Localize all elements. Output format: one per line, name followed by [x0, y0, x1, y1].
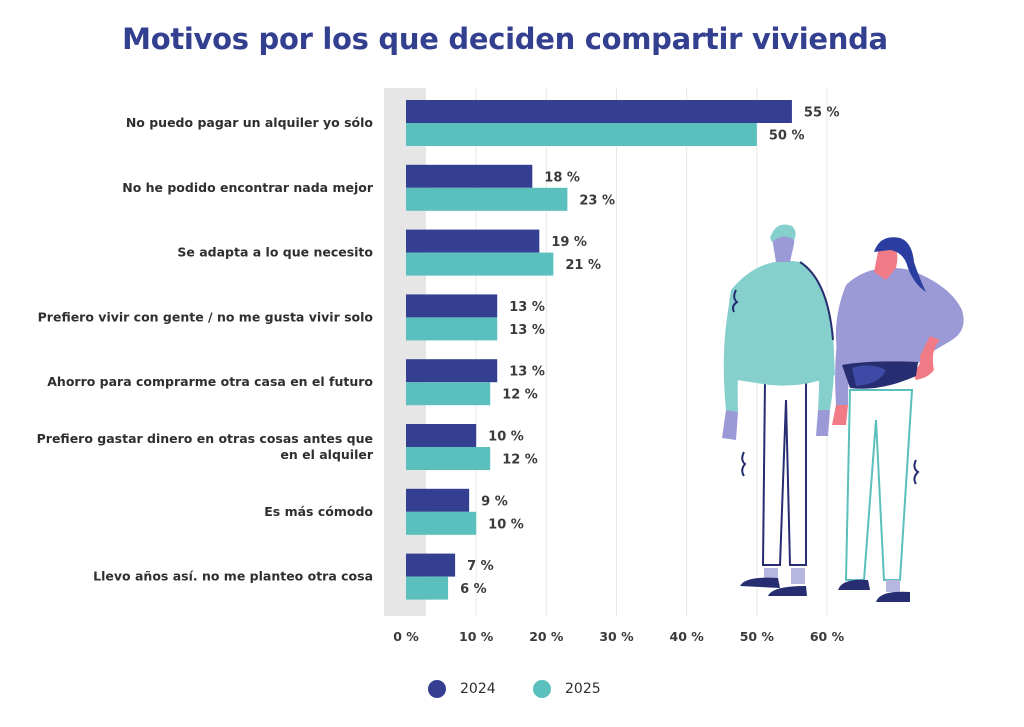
x-tick-label: 60 %	[810, 629, 845, 644]
bar-2024	[406, 294, 498, 318]
labels: 55 % 50 % No puedo pagar un alquiler yo só…	[37, 106, 840, 598]
category-label: Se adapta a lo que necesito	[177, 245, 373, 260]
bar-2025	[406, 187, 568, 211]
person-right	[832, 237, 964, 602]
data-label: 19 %	[551, 235, 587, 250]
bar-2025	[406, 447, 491, 470]
legend: 2024 2025	[0, 680, 1024, 702]
category-label: Es más cómodo	[264, 504, 373, 519]
bar-2024	[406, 229, 540, 253]
data-label: 6 %	[460, 582, 487, 597]
x-tick-label: 10 %	[459, 629, 494, 644]
data-label: 13 %	[509, 300, 545, 315]
x-tick-label: 0 %	[393, 629, 419, 644]
x-tick-label: 30 %	[599, 629, 634, 644]
category-label: Llevo años así. no me planteo otra cosa	[93, 569, 373, 584]
x-tick-label: 50 %	[740, 629, 775, 644]
bar-2024	[406, 359, 498, 383]
category-label: Prefiero gastar dinero en otras cosas an…	[37, 431, 374, 462]
bar-2025	[406, 123, 757, 146]
legend-label-2024: 2024	[460, 681, 496, 697]
category-label: Prefiero vivir con gente / no me gusta v…	[38, 309, 374, 324]
data-label: 13 %	[509, 323, 545, 338]
bar-2025	[406, 382, 491, 406]
data-label: 9 %	[481, 494, 508, 509]
data-label: 18 %	[544, 170, 580, 185]
bar-2024	[406, 100, 792, 123]
category-label: No he podido encontrar nada mejor	[122, 180, 374, 195]
legend-swatch-2025	[533, 680, 551, 698]
two-people-illustration	[722, 224, 964, 602]
legend-item-2024: 2024	[428, 680, 496, 698]
x-tick-label: 20 %	[529, 629, 564, 644]
bar-2025	[406, 576, 449, 600]
category-label: Ahorro para comprarme otra casa en el fu…	[47, 374, 373, 389]
data-label: 50 %	[769, 129, 805, 144]
bar-2025	[406, 511, 477, 535]
data-label: 55 %	[804, 106, 840, 121]
data-label: 13 %	[509, 365, 545, 380]
bar-2024	[406, 488, 470, 512]
data-label: 10 %	[488, 430, 524, 445]
data-label: 10 %	[488, 517, 524, 532]
bar-2025	[406, 317, 498, 341]
legend-label-2025: 2025	[565, 681, 601, 697]
bar-2025	[406, 252, 554, 276]
data-label: 12 %	[502, 453, 538, 468]
bars	[406, 100, 792, 600]
data-label: 7 %	[467, 559, 494, 574]
legend-item-2025: 2025	[533, 680, 601, 698]
legend-swatch-2024	[428, 680, 446, 698]
bar-2024	[406, 164, 533, 188]
data-label: 23 %	[579, 193, 615, 208]
person-left	[722, 224, 835, 596]
x-axis-ticks: 0 % 10 % 20 % 30 % 40 % 50 % 60 %	[393, 629, 844, 644]
data-label: 21 %	[565, 258, 601, 273]
x-tick-label: 40 %	[670, 629, 705, 644]
chart-title: Motivos por los que deciden compartir vi…	[122, 22, 888, 56]
bar-2024	[406, 424, 477, 447]
data-label: 12 %	[502, 388, 538, 403]
category-label: No puedo pagar un alquiler yo sólo	[126, 115, 374, 130]
bar-2024	[406, 553, 456, 577]
